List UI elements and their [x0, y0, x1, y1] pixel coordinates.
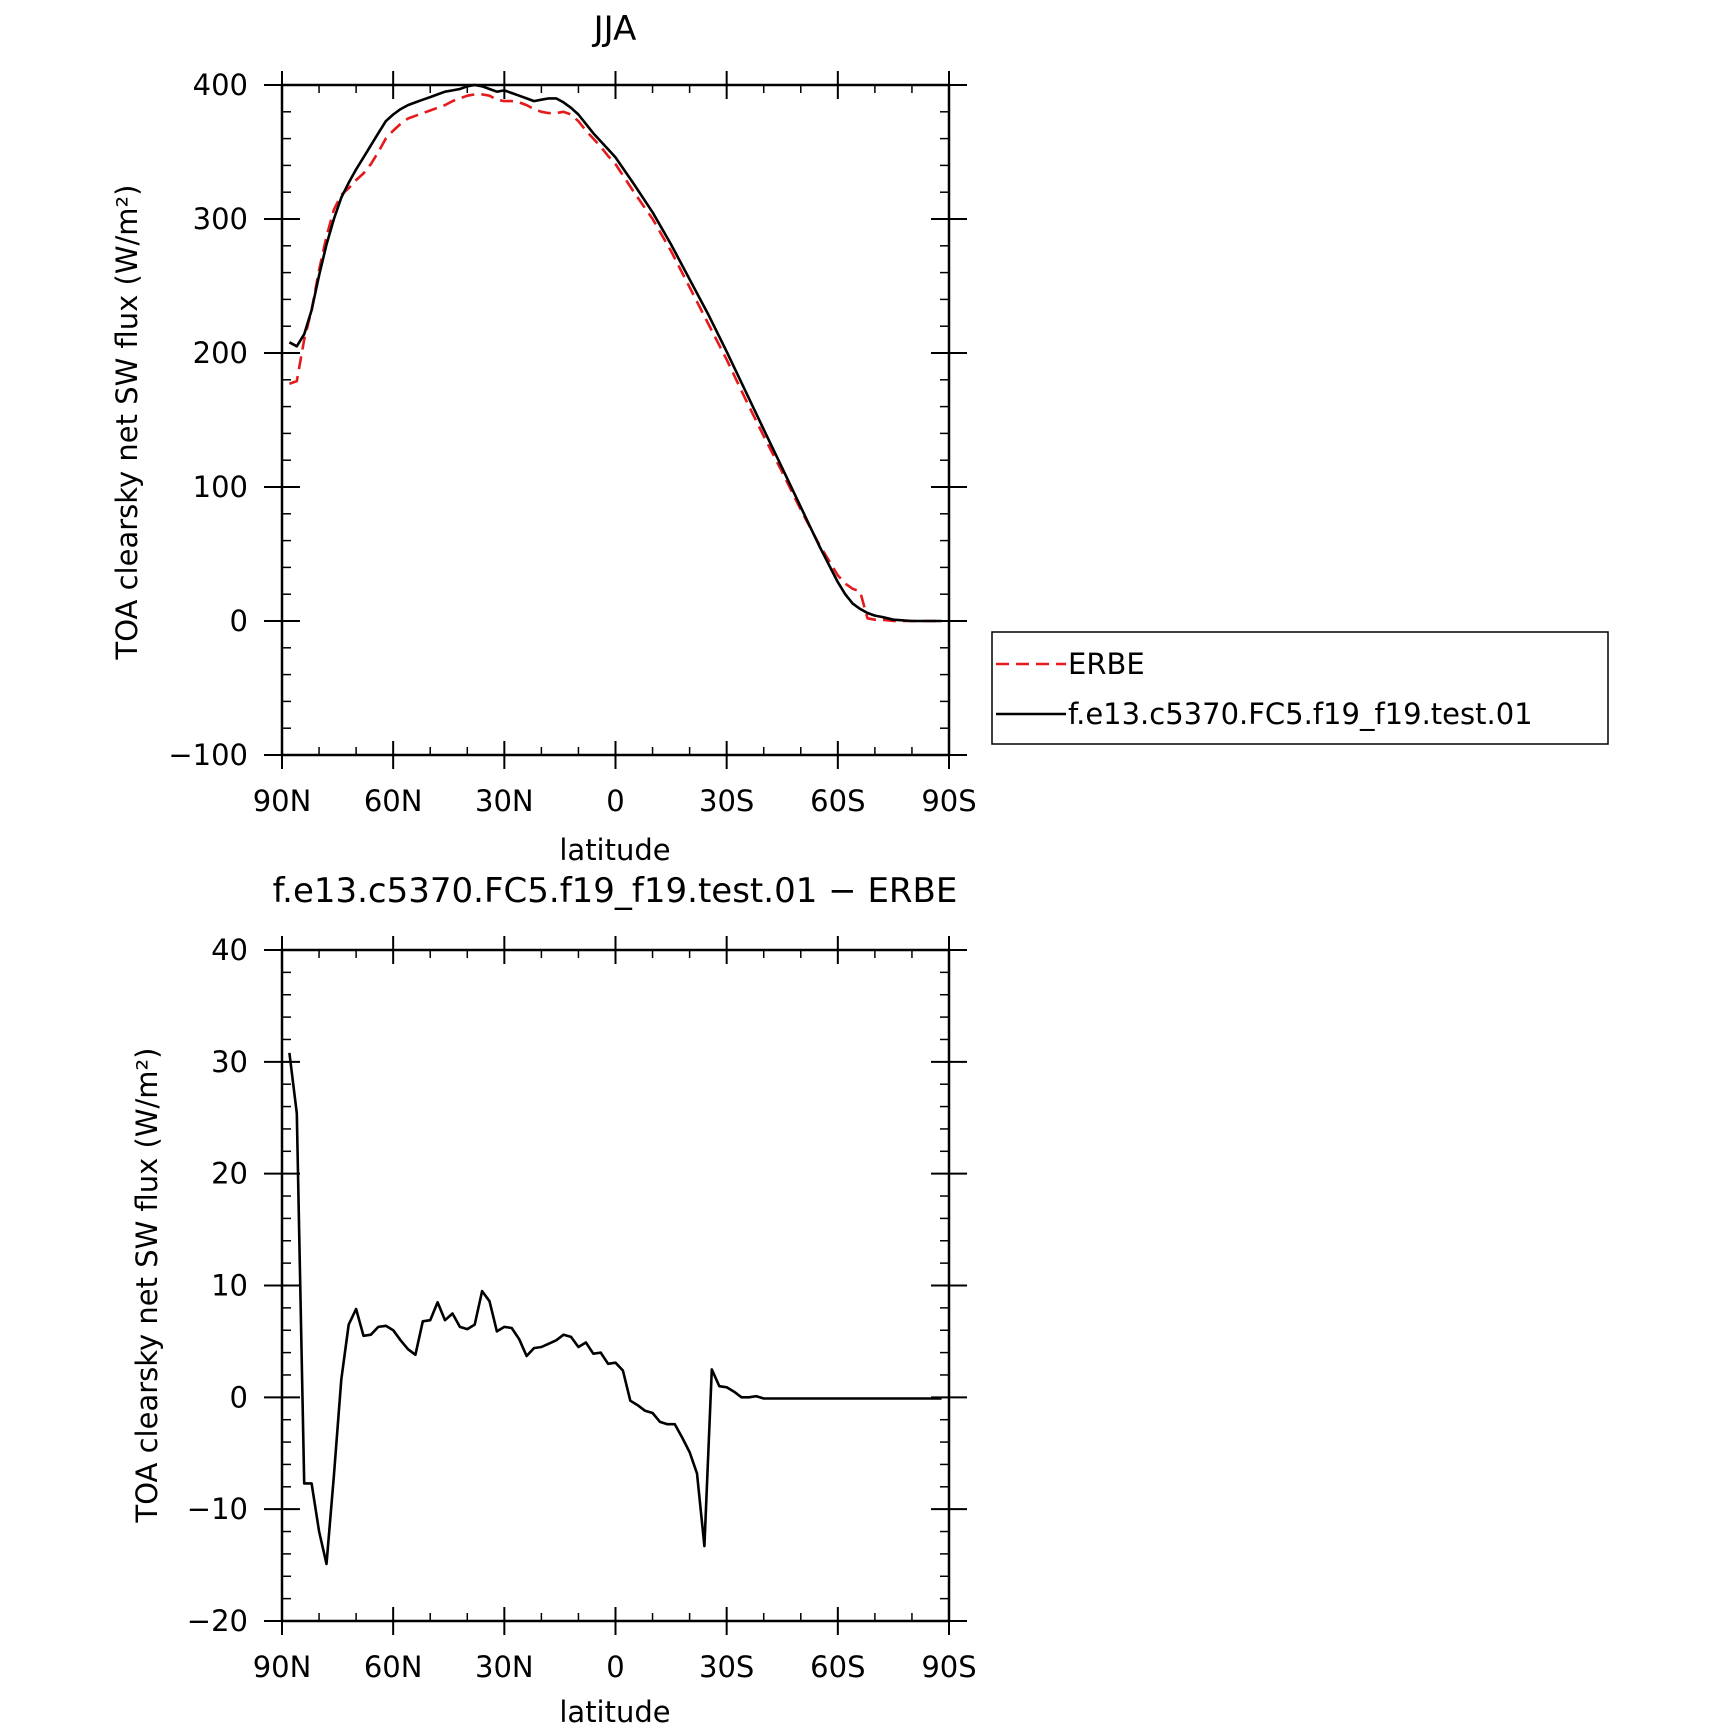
- top-chart-title: JJA: [592, 9, 637, 49]
- top-chart-plot-frame: [280, 83, 951, 757]
- top-chart-y-tick-label: 0: [230, 604, 248, 638]
- top-chart-series-line-1: [288, 83, 942, 623]
- bottom-chart-y-tick-labels: −20 −10 0 10 20 30 40: [187, 933, 248, 1638]
- bottom-chart-x-tick-labels: 90N 60N 30N 0 30S 60S 90S: [253, 1650, 977, 1684]
- top-chart-x-tick-label: 60N: [364, 784, 423, 818]
- top-chart-x-tick-label: 60S: [810, 784, 865, 818]
- top-chart-x-tick-labels: 90N 60N 30N 0 30S 60S 90S: [253, 784, 977, 818]
- bottom-chart-x-tick-label: 60S: [810, 1650, 865, 1684]
- bottom-chart-y-tick-label: −10: [187, 1492, 248, 1526]
- bottom-chart-y-tick-label: 30: [211, 1045, 248, 1079]
- bottom-chart-y-tick-label: 10: [211, 1269, 248, 1303]
- bottom-chart: f.e13.c5370.FC5.f19_f19.test.01 − ERBE T…: [130, 871, 977, 1728]
- bottom-chart-x-tick-label: 30N: [475, 1650, 534, 1684]
- top-chart-tick-marks: [264, 71, 967, 769]
- legend-box: [991, 631, 1609, 745]
- top-chart-y-tick-label: 200: [193, 336, 248, 370]
- top-chart-y-tick-label: −100: [168, 738, 248, 772]
- top-chart-y-tick-label: 100: [193, 470, 248, 504]
- top-chart-y-tick-labels: −100 0 100 200 300 400: [168, 68, 248, 772]
- bottom-chart-y-tick-label: 40: [211, 933, 248, 967]
- top-chart-x-tick-label: 30N: [475, 784, 534, 818]
- legend-label-erbe: ERBE: [1068, 647, 1145, 681]
- top-chart-series-line-0: [288, 93, 942, 623]
- legend: ERBE f.e13.c5370.FC5.f19_f19.test.01: [991, 631, 1609, 745]
- bottom-chart-series-line-0: [288, 1052, 942, 1566]
- top-chart-series: [288, 83, 942, 623]
- bottom-chart-x-tick-label: 90N: [253, 1650, 312, 1684]
- bottom-chart-x-axis-label: latitude: [559, 1695, 670, 1728]
- bottom-chart-title: f.e13.c5370.FC5.f19_f19.test.01 − ERBE: [273, 871, 958, 911]
- bottom-chart-y-tick-label: 0: [230, 1380, 248, 1414]
- top-chart-x-axis-label: latitude: [559, 833, 670, 867]
- legend-label-model: f.e13.c5370.FC5.f19_f19.test.01: [1068, 697, 1533, 731]
- bottom-chart-series: [288, 1052, 942, 1566]
- top-chart-x-tick-label: 90N: [253, 784, 312, 818]
- top-chart-y-axis-label: TOA clearsky net SW flux (W/m²): [110, 185, 144, 661]
- bottom-chart-y-tick-label: 20: [211, 1157, 248, 1191]
- top-chart-y-tick-label: 400: [193, 68, 248, 102]
- top-chart-x-tick-label: 30S: [699, 784, 754, 818]
- bottom-chart-y-axis-label: TOA clearsky net SW flux (W/m²): [130, 1048, 164, 1524]
- top-chart: JJA TOA clearsky net SW flux (W/m²) lati…: [110, 9, 977, 867]
- bottom-chart-y-tick-label: −20: [187, 1604, 248, 1638]
- bottom-chart-plot-frame: [280, 948, 951, 1623]
- top-chart-y-tick-label: 300: [193, 202, 248, 236]
- top-chart-x-tick-label: 90S: [921, 784, 976, 818]
- top-chart-x-tick-label: 0: [606, 784, 624, 818]
- bottom-chart-x-tick-label: 60N: [364, 1650, 423, 1684]
- bottom-chart-tick-marks: [264, 936, 967, 1635]
- bottom-chart-x-tick-label: 30S: [699, 1650, 754, 1684]
- bottom-chart-x-tick-label: 90S: [921, 1650, 976, 1684]
- bottom-chart-x-tick-label: 0: [606, 1650, 624, 1684]
